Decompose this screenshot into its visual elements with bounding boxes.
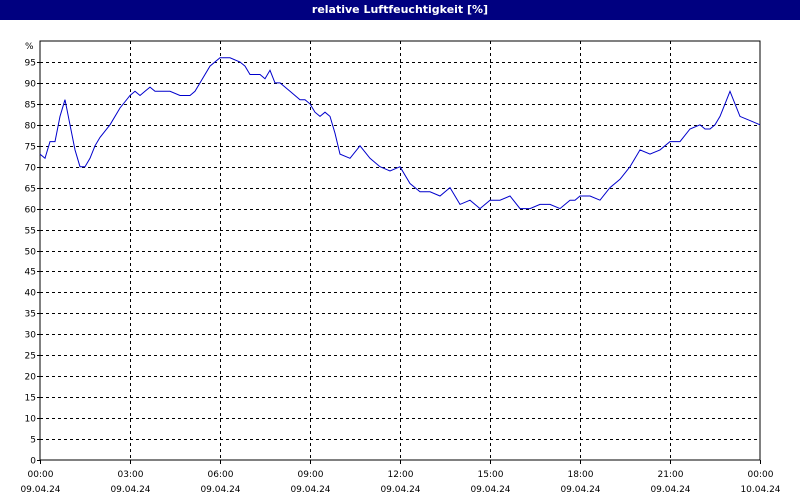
x-tick-date-label: 09.04.24 bbox=[110, 485, 150, 495]
x-tick-date-label: 09.04.24 bbox=[20, 485, 60, 495]
y-axis-ticks: 0 5 10 15 20 25 30 35 40 45 50 55 60 65 70 75 80 85 90 95 bbox=[25, 59, 40, 467]
y-tick-label: 50 bbox=[25, 248, 37, 258]
x-tick-date-label: 09.04.24 bbox=[380, 485, 420, 495]
y-tick-label: 15 bbox=[25, 394, 36, 404]
y-tick-label: 40 bbox=[25, 289, 37, 299]
x-tick-time-label: 15:00 bbox=[478, 470, 504, 480]
y-tick-label: 30 bbox=[25, 331, 37, 341]
grid-lines bbox=[40, 41, 760, 460]
x-tick-time-label: 12:00 bbox=[388, 470, 414, 480]
y-tick-label: 5 bbox=[30, 436, 36, 446]
y-tick-label: 20 bbox=[25, 373, 37, 383]
x-tick-time-label: 06:00 bbox=[208, 470, 234, 480]
x-tick-date-label: 09.04.24 bbox=[470, 485, 510, 495]
x-tick-time-label: 03:00 bbox=[118, 470, 144, 480]
x-tick-time-label: 21:00 bbox=[658, 470, 684, 480]
y-tick-label: 80 bbox=[25, 122, 37, 132]
y-tick-label: 55 bbox=[25, 227, 36, 237]
x-tick-date-label: 09.04.24 bbox=[200, 485, 240, 495]
x-tick-time-label: 00:00 bbox=[28, 470, 54, 480]
y-tick-label: 90 bbox=[25, 80, 37, 90]
y-tick-label: 75 bbox=[25, 143, 36, 153]
x-axis-ticks: 00:00 09.04.24 03:00 09.04.24 06:00 09.04.24 0… bbox=[20, 460, 781, 495]
x-tick-date-label: 09.04.24 bbox=[560, 485, 600, 495]
humidity-series-line bbox=[39, 57, 761, 210]
y-axis-label: % bbox=[25, 42, 34, 52]
y-tick-label: 95 bbox=[25, 59, 36, 69]
x-tick-time-label: 00:00 bbox=[748, 470, 774, 480]
x-tick-time-label: 09:00 bbox=[298, 470, 324, 480]
x-tick-date-label: 09.04.24 bbox=[650, 485, 690, 495]
y-tick-label: 45 bbox=[25, 268, 36, 278]
x-tick-time-label: 18:00 bbox=[568, 470, 594, 480]
y-tick-label: 65 bbox=[25, 185, 36, 195]
y-tick-label: 85 bbox=[25, 101, 36, 111]
chart-title: relative Luftfeuchtigkeit [%] bbox=[0, 0, 800, 20]
y-tick-label: 25 bbox=[25, 352, 36, 362]
x-tick-date-label: 09.04.24 bbox=[290, 485, 330, 495]
x-tick-date-label: 10.04.24 bbox=[740, 485, 780, 495]
y-tick-label: 35 bbox=[25, 310, 36, 320]
y-tick-label: 60 bbox=[25, 206, 37, 216]
y-tick-label: 0 bbox=[30, 457, 36, 467]
y-tick-label: 70 bbox=[25, 164, 37, 174]
y-tick-label: 10 bbox=[25, 415, 37, 425]
